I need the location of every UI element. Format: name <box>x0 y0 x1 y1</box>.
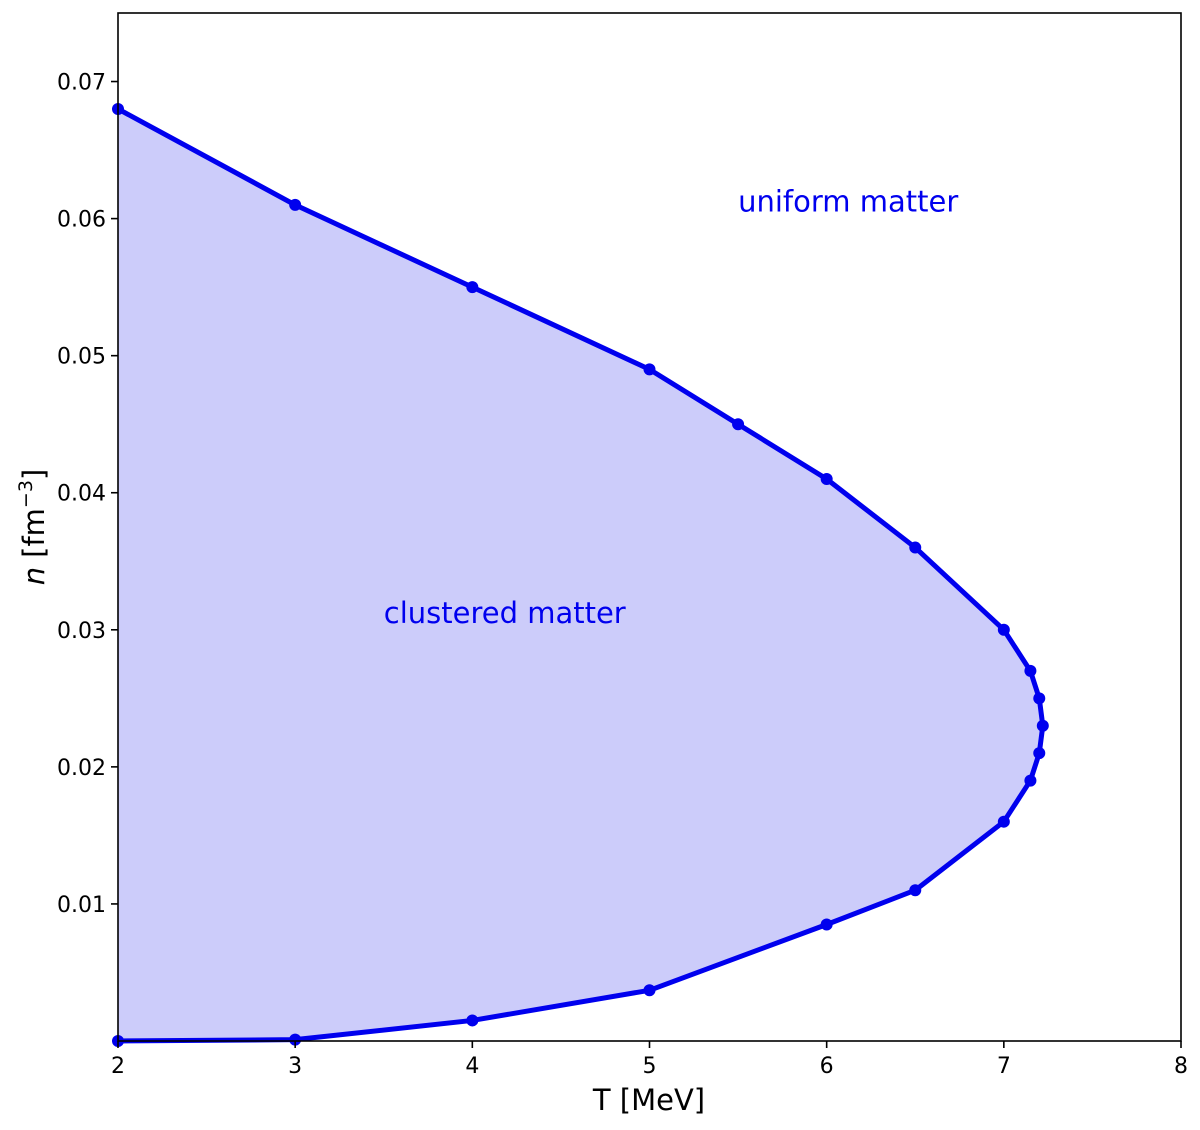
data-point <box>909 884 922 897</box>
data-point <box>466 281 479 294</box>
x-tick-label: 7 <box>997 1054 1011 1079</box>
plot-area <box>112 102 1049 1047</box>
clustered-region-fill <box>118 108 1043 1042</box>
y-tick-label: 0.03 <box>57 619 106 644</box>
y-axis-label-close: ] <box>17 469 51 480</box>
x-tick-label: 4 <box>465 1054 479 1079</box>
y-axis-label-var: n <box>17 567 51 585</box>
y-tick-label: 0.01 <box>57 893 106 918</box>
y-tick-label: 0.07 <box>57 71 106 96</box>
x-axis-ticks: 2 3 4 5 6 7 8 <box>111 1041 1188 1079</box>
x-axis-label: T [MeV] <box>592 1083 705 1117</box>
data-point <box>1024 774 1037 787</box>
y-tick-label: 0.05 <box>57 345 106 370</box>
data-point <box>643 363 656 376</box>
data-point <box>820 918 833 931</box>
y-tick-label: 0.06 <box>57 208 106 233</box>
data-point <box>820 473 833 486</box>
annotations: uniform matter clustered matter <box>384 185 959 630</box>
y-tick-label: 0.02 <box>57 756 106 781</box>
y-axis-label-unit: [fm <box>17 508 51 558</box>
data-point <box>997 815 1010 828</box>
y-axis-label: n [fm−3] <box>15 469 51 586</box>
data-point <box>997 623 1010 636</box>
data-point <box>1033 747 1046 760</box>
y-axis-ticks: 0.01 0.02 0.03 0.04 0.05 0.06 0.07 <box>57 71 118 918</box>
y-tick-label: 0.04 <box>57 482 106 507</box>
x-tick-label: 3 <box>288 1054 302 1079</box>
data-point <box>289 198 302 211</box>
x-tick-label: 8 <box>1174 1054 1188 1079</box>
data-point <box>643 984 656 997</box>
data-point <box>909 541 922 554</box>
data-point <box>289 1033 302 1046</box>
region-annotation: clustered matter <box>384 596 626 630</box>
region-annotation: uniform matter <box>738 185 958 219</box>
y-axis-label-exponent: −3 <box>15 480 37 508</box>
x-tick-label: 5 <box>643 1054 657 1079</box>
x-tick-label: 6 <box>820 1054 834 1079</box>
data-point <box>732 418 745 431</box>
x-tick-label: 2 <box>111 1054 125 1079</box>
data-point <box>466 1014 479 1027</box>
boundary-points <box>112 102 1049 1047</box>
phase-boundary-line <box>116 106 1046 1044</box>
data-point <box>1033 692 1046 705</box>
data-point <box>1024 664 1037 677</box>
data-point <box>1036 719 1049 732</box>
